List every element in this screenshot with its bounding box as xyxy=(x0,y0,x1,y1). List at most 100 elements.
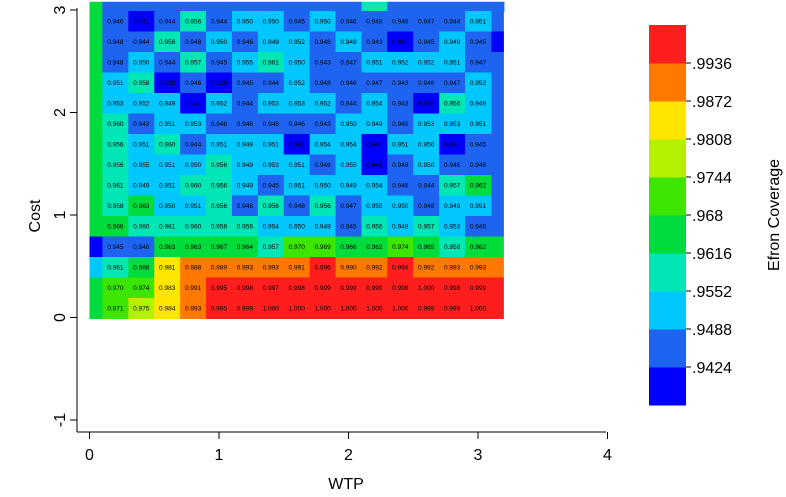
heatmap-cell-label: 0.961 xyxy=(107,265,124,272)
heatmap-cell-label: 0.951 xyxy=(289,183,306,190)
heatmap-cell-label: 0.940 xyxy=(392,39,409,46)
heatmap-cell-label: 0.971 xyxy=(107,306,124,313)
heatmap-cell-label: 0.994 xyxy=(392,265,409,272)
colorbar-tick-label: .9872 xyxy=(692,94,732,111)
heatmap-cell-label: 0.956 xyxy=(159,39,176,46)
heatmap-cell-label: 0.998 xyxy=(237,285,254,292)
heatmap-cell xyxy=(335,93,362,114)
heatmap-cell-label: 0.949 xyxy=(159,101,176,108)
heatmap-cell-label: 0.945 xyxy=(340,224,357,231)
heatmap-cell xyxy=(128,298,155,319)
x-tick-label: 4 xyxy=(603,447,612,464)
heatmap-cells xyxy=(89,1,505,319)
heatmap-cell-label: 0.953 xyxy=(289,101,306,108)
heatmap-edge-cell xyxy=(490,195,504,217)
heatmap-cell-label: 0.950 xyxy=(366,203,383,210)
heatmap-edge-cell xyxy=(335,1,362,12)
heatmap-cell-label: 0.956 xyxy=(237,224,254,231)
heatmap-cell-label: 0.969 xyxy=(314,244,331,251)
heatmap-edge-cell xyxy=(490,1,505,12)
heatmap-cell xyxy=(465,154,492,176)
heatmap-cell xyxy=(309,134,337,155)
heatmap-cell-label: 0.957 xyxy=(263,244,280,251)
heatmap-cell-label: 0.948 xyxy=(366,19,383,26)
heatmap-cell xyxy=(413,31,440,53)
colorbar-tick-label: .9808 xyxy=(692,132,732,149)
heatmap-cell-label: 0.956 xyxy=(314,203,331,210)
heatmap-cell xyxy=(387,277,414,299)
heatmap-cell xyxy=(283,154,311,176)
y-tick-label: 1 xyxy=(52,210,69,219)
heatmap-cell xyxy=(102,257,129,278)
heatmap-cell xyxy=(309,11,337,32)
heatmap-cell xyxy=(154,257,181,278)
heatmap-cell-label: 0.952 xyxy=(289,39,306,46)
heatmap-cell-label: 0.939 xyxy=(211,80,228,87)
x-ticks: 0 1 2 3 4 xyxy=(85,432,612,464)
heatmap-cell-label: 0.946 xyxy=(444,162,461,169)
heatmap-cell xyxy=(361,277,388,299)
heatmap-cell xyxy=(180,113,207,135)
heatmap-cell xyxy=(257,11,285,32)
heatmap-edge-cell xyxy=(231,1,259,12)
heatmap-cell-label: 0.951 xyxy=(470,19,487,26)
heatmap-cell-label: 0.951 xyxy=(107,80,124,87)
heatmap-cell xyxy=(102,175,129,196)
heatmap-cell-label: 0.970 xyxy=(107,285,124,292)
heatmap-cell xyxy=(283,175,311,196)
heatmap-cell-label: 0.948 xyxy=(107,39,124,46)
heatmap-cell-label: 0.998 xyxy=(392,285,409,292)
heatmap-cell xyxy=(102,277,129,299)
heatmap-edge-cell xyxy=(89,277,103,299)
heatmap-cell xyxy=(335,236,362,258)
heatmap-cell-label: 0.993 xyxy=(185,306,202,313)
heatmap-cell xyxy=(231,93,259,114)
heatmap-cell-label: 0.952 xyxy=(289,80,306,87)
heatmap-cell-label: 0.950 xyxy=(159,203,176,210)
heatmap-cell-label: 0.968 xyxy=(133,265,150,272)
heatmap-cell-label: 0.964 xyxy=(237,244,254,251)
heatmap-cell xyxy=(154,52,181,73)
heatmap-cell-label: 0.993 xyxy=(237,265,254,272)
heatmap-cell-label: 0.946 xyxy=(133,244,150,251)
heatmap-cell xyxy=(206,298,233,319)
heatmap-cell xyxy=(439,298,466,319)
heatmap-cell-label: 0.951 xyxy=(159,183,176,190)
heatmap-cell-label: 0.953 xyxy=(185,121,202,128)
heatmap-cell-label: 0.944 xyxy=(340,101,357,108)
heatmap-cell xyxy=(257,236,285,258)
heatmap-cell xyxy=(465,298,492,319)
heatmap-cell xyxy=(128,257,155,278)
heatmap-cell xyxy=(439,277,466,299)
heatmap-cell-label: 0.951 xyxy=(159,121,176,128)
heatmap-cell xyxy=(413,175,440,196)
heatmap-cell-label: 0.943 xyxy=(314,121,331,128)
heatmap-cell-label: 0.957 xyxy=(185,60,202,67)
colorbar-segment xyxy=(649,329,686,368)
heatmap-cell xyxy=(387,257,414,278)
heatmap-cell xyxy=(128,134,155,155)
heatmap-edge-cell xyxy=(490,154,504,176)
heatmap-cell xyxy=(257,216,285,237)
heatmap-cell xyxy=(387,236,414,258)
colorbar-tick-label: .9488 xyxy=(692,322,732,339)
heatmap-cell xyxy=(206,175,233,196)
heatmap-cell xyxy=(335,298,362,319)
heatmap-cell xyxy=(283,236,311,258)
heatmap-cell xyxy=(309,72,337,94)
heatmap-cell xyxy=(309,236,337,258)
heatmap-cell-label: 0.941 xyxy=(185,101,202,108)
heatmap-cell-label: 0.952 xyxy=(133,101,150,108)
heatmap-cell-label: 0.961 xyxy=(159,224,176,231)
heatmap-edge-cell xyxy=(89,257,103,278)
heatmap-edge-cell xyxy=(361,1,388,12)
heatmap-cell xyxy=(231,52,259,73)
colorbar-segment xyxy=(649,367,686,406)
heatmap-cell xyxy=(128,113,155,135)
heatmap-cell-label: 0.939 xyxy=(159,80,176,87)
heatmap-cell-label: 0.960 xyxy=(159,142,176,149)
heatmap-cell-label: 0.955 xyxy=(133,162,150,169)
heatmap-cell xyxy=(206,236,233,258)
heatmap-cell-label: 0.949 xyxy=(444,203,461,210)
heatmap-cell-label: 0.950 xyxy=(392,203,409,210)
